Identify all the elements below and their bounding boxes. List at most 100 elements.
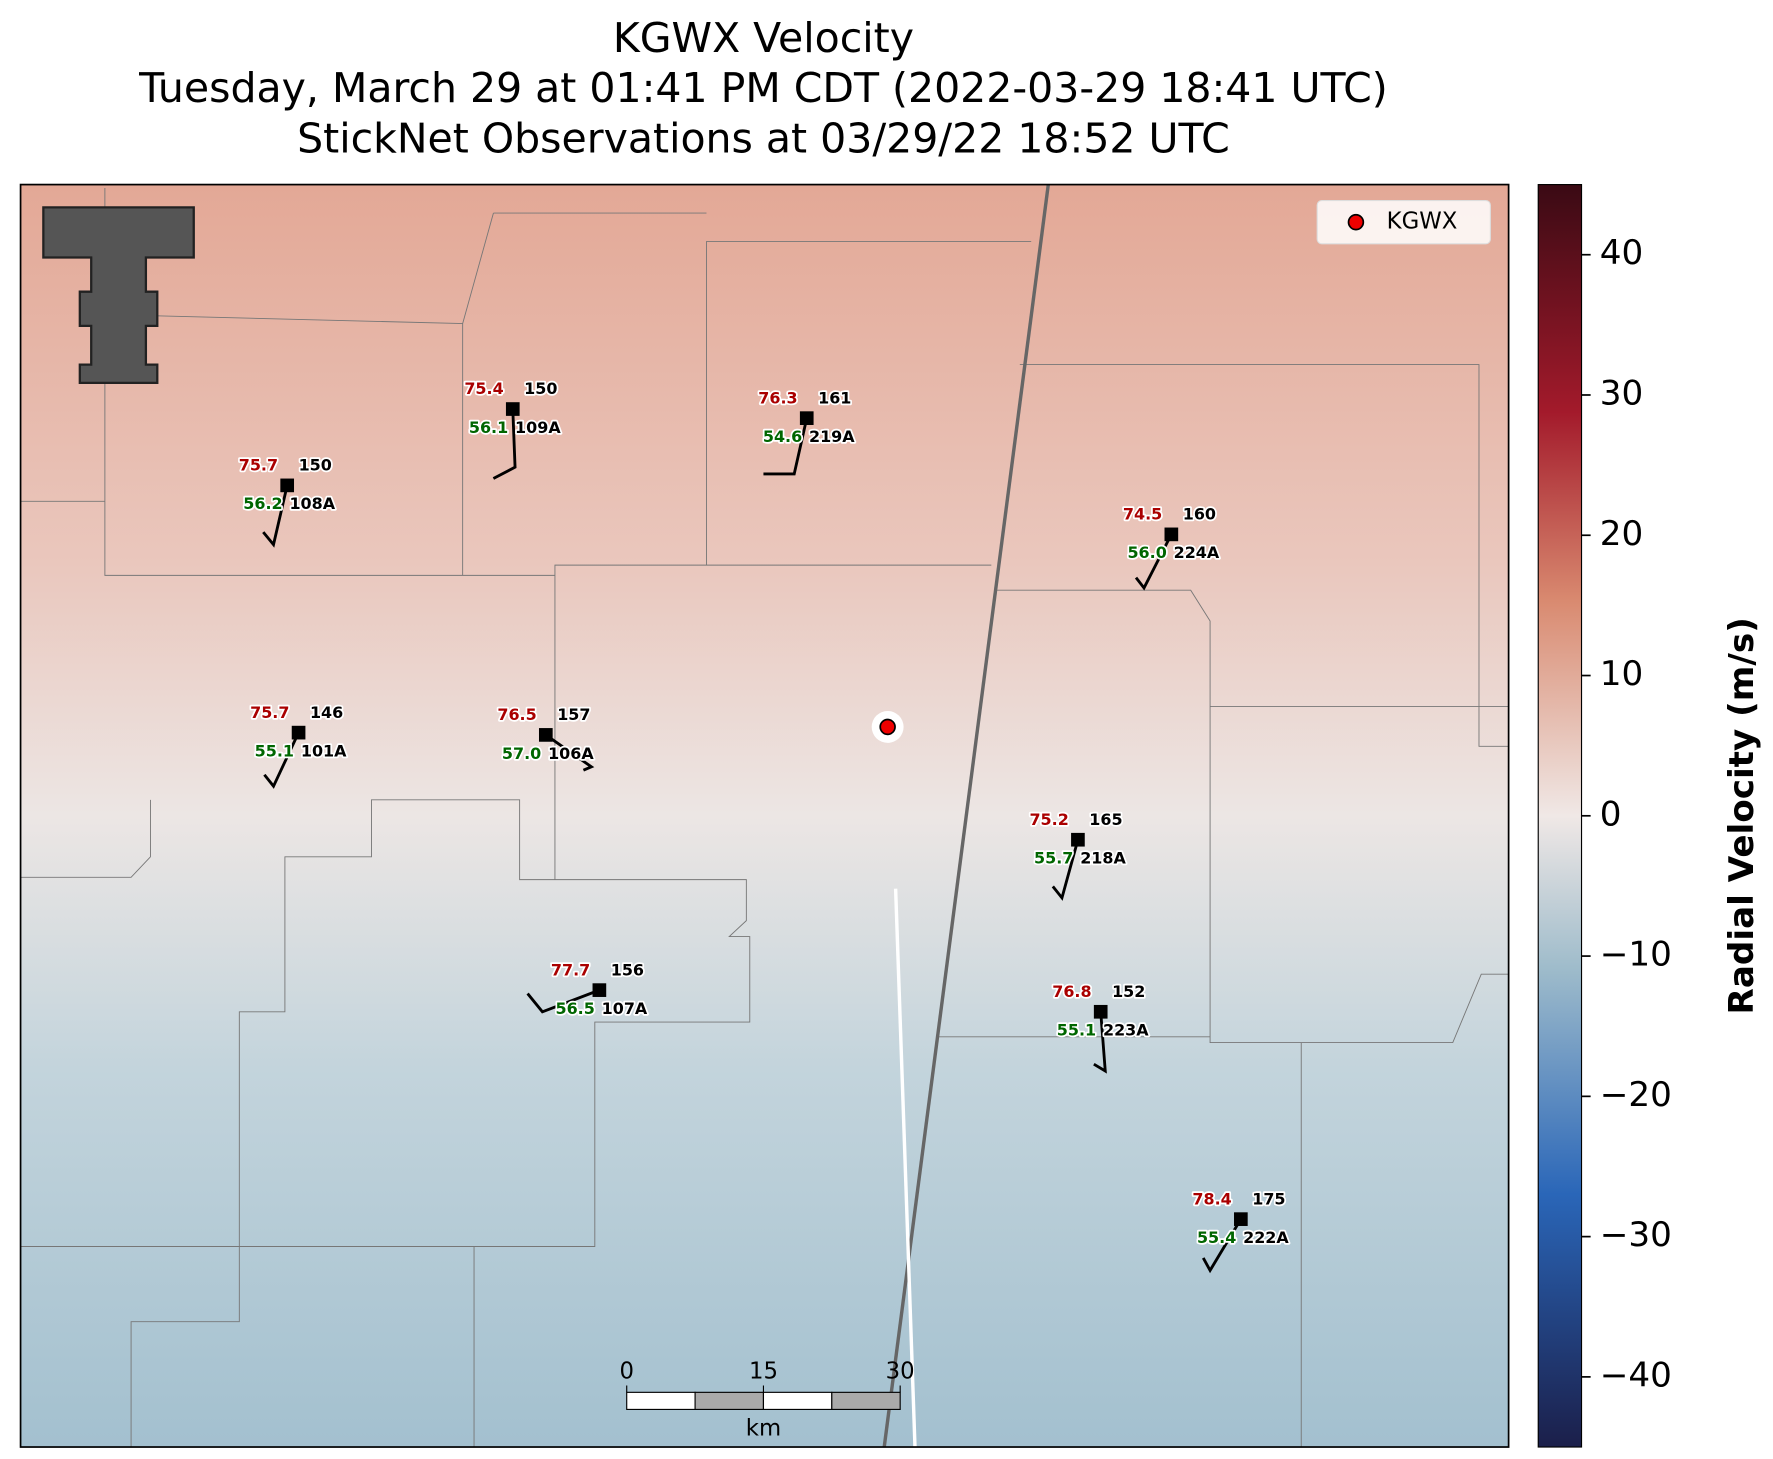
highway-gap (893, 888, 917, 1448)
station: 75.2 165 55.7 218A (1028, 808, 1128, 901)
title-line: StickNet Observations at 03/29/22 18:52 … (297, 114, 1230, 162)
wind-barb (526, 988, 600, 1014)
wind-barb (263, 732, 300, 789)
temperature: 75.7 (239, 456, 278, 475)
county-lines (20, 187, 1509, 1448)
temperature: 76.5 (497, 705, 536, 724)
station-id: 218A (1080, 849, 1126, 868)
dewpoint: 55.7 (1034, 849, 1073, 868)
temperature: 76.3 (758, 388, 797, 407)
pressure: 150 (299, 456, 332, 475)
temperature: 75.4 (464, 379, 503, 398)
station-marker (1234, 1212, 1248, 1226)
wind-barb (763, 417, 809, 476)
station: 78.4 175 55.4 222A (1191, 1188, 1291, 1274)
legend: KGWX (1316, 199, 1491, 245)
map: KGWX (19, 183, 1510, 1448)
pressure: 160 (1183, 505, 1216, 524)
station-id: 224A (1174, 543, 1220, 562)
pressure: 150 (524, 379, 557, 398)
radar-site (879, 718, 896, 736)
station-id: 223A (1103, 1021, 1149, 1040)
wind-barb (1093, 1011, 1107, 1074)
colorbar: Radial Velocity (m/s) (1537, 184, 1762, 1448)
colorbar-tick-label: 20 (1600, 514, 1643, 554)
station-id: 106A (548, 744, 594, 763)
dewpoint: 57.0 (502, 744, 541, 763)
wind-barb (262, 485, 289, 548)
station: 75.4 150 56.1 109A (463, 377, 563, 480)
pressure: 157 (557, 705, 590, 724)
scale-unit: km (746, 1415, 781, 1441)
temperature: 78.4 (1192, 1189, 1231, 1208)
temperature: 76.8 (1052, 982, 1091, 1001)
scale-segment (762, 1391, 833, 1410)
station-marker (291, 725, 306, 740)
station-marker (1093, 1004, 1108, 1019)
dewpoint: 56.0 (1127, 543, 1166, 562)
logo (42, 206, 195, 384)
pressure: 165 (1089, 810, 1122, 829)
colorbar-tick-label: −10 (1600, 935, 1672, 975)
colorbar-tick-label: 40 (1600, 233, 1643, 273)
station: 74.5 160 56.0 224A (1121, 503, 1222, 591)
temperature: 75.7 (250, 703, 289, 722)
title-line: KGWX Velocity (613, 14, 914, 62)
station-marker (280, 478, 295, 493)
station: 77.7 156 56.5 107A (526, 959, 650, 1020)
highway (882, 184, 1050, 1448)
station: 75.7 150 56.2 108A (237, 454, 337, 548)
scale-segment (694, 1391, 765, 1410)
legend-marker (1347, 213, 1365, 231)
colorbar-tick-label: −30 (1600, 1215, 1672, 1255)
legend-box (1316, 199, 1491, 245)
station-id: 222A (1243, 1228, 1289, 1247)
station-marker (505, 402, 520, 416)
scale-tick-label: 30 (886, 1358, 915, 1384)
colorbar-label: Radial Velocity (m/s) (1722, 617, 1762, 1014)
colorbar-tick-label: −20 (1600, 1075, 1672, 1115)
wind-barb (1201, 1218, 1243, 1274)
pressure: 152 (1112, 982, 1145, 1001)
legend-label: KGWX (1387, 209, 1458, 235)
station-id: 101A (301, 741, 347, 760)
velocity-field (20, 184, 1509, 1448)
station-id: 108A (289, 494, 335, 513)
dewpoint: 55.1 (1057, 1021, 1096, 1040)
title-line: Tuesday, March 29 at 01:41 PM CDT (2022-… (138, 64, 1388, 112)
dewpoint: 54.6 (763, 427, 802, 446)
station-marker (1071, 832, 1085, 847)
map-frame (19, 183, 1510, 1448)
dewpoint: 56.1 (469, 418, 508, 437)
station: 76.5 157 57.0 106A (496, 703, 596, 772)
colorbar-gradient (1537, 184, 1583, 1448)
dewpoint: 56.2 (243, 494, 282, 513)
station: 76.3 161 54.6 219A (757, 387, 857, 476)
wind-barb (1051, 839, 1080, 901)
wind-barb (1134, 533, 1173, 591)
wind-barb (545, 733, 595, 772)
dewpoint: 55.1 (255, 741, 294, 760)
title: KGWX Velocity Tuesday, March 29 at 01:41… (138, 14, 1388, 162)
scale-tick-label: 15 (749, 1358, 778, 1384)
colorbar-tick-label: 10 (1600, 654, 1643, 694)
scale-segment (831, 1391, 901, 1410)
station-id: 109A (515, 418, 561, 437)
temperature: 77.7 (551, 960, 590, 979)
station-marker (799, 411, 814, 425)
station-id: 219A (809, 427, 855, 446)
scale-segment (626, 1391, 696, 1410)
station-marker (1164, 527, 1179, 542)
scale-tick-label: 0 (619, 1358, 633, 1384)
dewpoint: 55.4 (1197, 1228, 1236, 1247)
station: 75.7 146 55.1 101A (248, 701, 349, 789)
station-marker (592, 983, 607, 997)
station-id: 107A (602, 999, 648, 1018)
wind-barb (492, 408, 517, 480)
colorbar-tick-label: 30 (1600, 373, 1643, 413)
pressure: 156 (611, 960, 644, 979)
station-marker (538, 728, 553, 742)
temperature: 74.5 (1123, 505, 1162, 524)
